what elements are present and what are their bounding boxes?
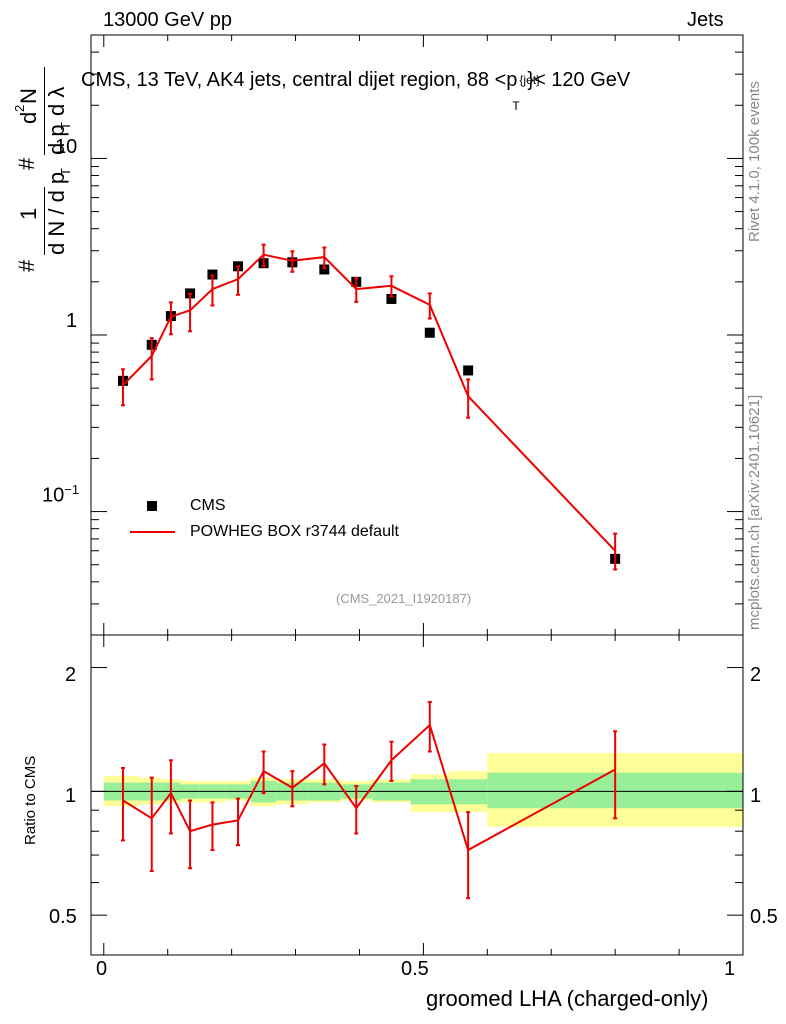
x-tick-label-0.5: 0.5 xyxy=(401,958,429,980)
mcplots-label: mcplots.cern.ch [arXiv:2401.10621] xyxy=(746,394,763,630)
cms-data-point xyxy=(207,269,218,280)
y-tick-exponent: −1 xyxy=(64,482,80,497)
main-panel-frame xyxy=(90,34,744,636)
axis-ticks xyxy=(91,34,744,956)
legend-entry-cms: CMS xyxy=(190,497,226,514)
x-tick-label-1: 1 xyxy=(724,958,736,980)
cms-data-point xyxy=(319,264,330,275)
analysis-watermark: (CMS_2021_I1920187) xyxy=(336,591,472,606)
ylabel-hash-1: # xyxy=(14,259,39,272)
cms-data-point xyxy=(463,365,474,376)
ylabel-superscript-2: 2 xyxy=(12,104,27,112)
y-tick-label-0.1: 10−1 xyxy=(42,482,79,508)
legend-cms-marker xyxy=(147,501,157,511)
title-subscript: T xyxy=(512,99,520,113)
ylabel-one: 1 xyxy=(16,207,41,220)
ratio-uncertainty-bands xyxy=(103,752,743,827)
ratio-line xyxy=(122,723,616,852)
y-tick-label-1: 1 xyxy=(66,310,78,332)
ylabel-subscript-1: T xyxy=(58,168,73,176)
ratio-tick-label-1-right: 1 xyxy=(750,785,762,807)
x-tick-label-0: 0 xyxy=(96,958,108,980)
ratio-y-label: Ratio to CMS xyxy=(22,755,39,845)
ylabel-numerator-2b: N xyxy=(16,88,41,104)
ratio-tick-label-2-left: 2 xyxy=(65,664,77,686)
x-axis-label: groomed LHA (charged-only) xyxy=(426,986,709,1011)
legend-entry-powheg: POWHEG BOX r3744 default xyxy=(190,523,399,540)
main-series-layer xyxy=(117,243,621,571)
cms-data-point xyxy=(386,293,397,304)
energy-label: 13000 GeV pp xyxy=(103,9,232,31)
category-label: Jets xyxy=(687,9,724,31)
y-tick-label-10: 10 xyxy=(55,136,78,158)
ratio-tick-label-0.5-left: 0.5 xyxy=(49,906,77,928)
ylabel-subscript-2: T xyxy=(58,122,73,130)
legend xyxy=(130,501,175,533)
cms-data-point xyxy=(424,327,435,338)
ratio-tick-label-1-left: 1 xyxy=(65,785,77,807)
rivet-version-label: Rivet 4.1.0, 100k events xyxy=(746,81,763,242)
title-superscript: {jet} xyxy=(519,73,541,87)
powheg-line xyxy=(122,253,616,552)
ylabel-denominator-1: d N / d p xyxy=(44,171,69,255)
ylabel-denominator-2b: d λ xyxy=(44,86,69,116)
ratio-tick-label-2-right: 2 xyxy=(750,664,762,686)
y-tick-base: 10 xyxy=(42,484,65,507)
ratio-series-layer xyxy=(120,700,618,900)
ylabel-numerator-2: d xyxy=(16,111,41,124)
chart-title: CMS, 13 TeV, AK4 jets, central dijet reg… xyxy=(81,69,631,113)
title-text-post: }< 120 GeV xyxy=(527,69,631,91)
title-text-pre: CMS, 13 TeV, AK4 jets, central dijet reg… xyxy=(81,69,518,91)
ratio-panel-frame xyxy=(90,634,744,956)
ratio-tick-label-0.5-right: 0.5 xyxy=(750,906,778,928)
ylabel-hash-2: # xyxy=(14,157,39,170)
